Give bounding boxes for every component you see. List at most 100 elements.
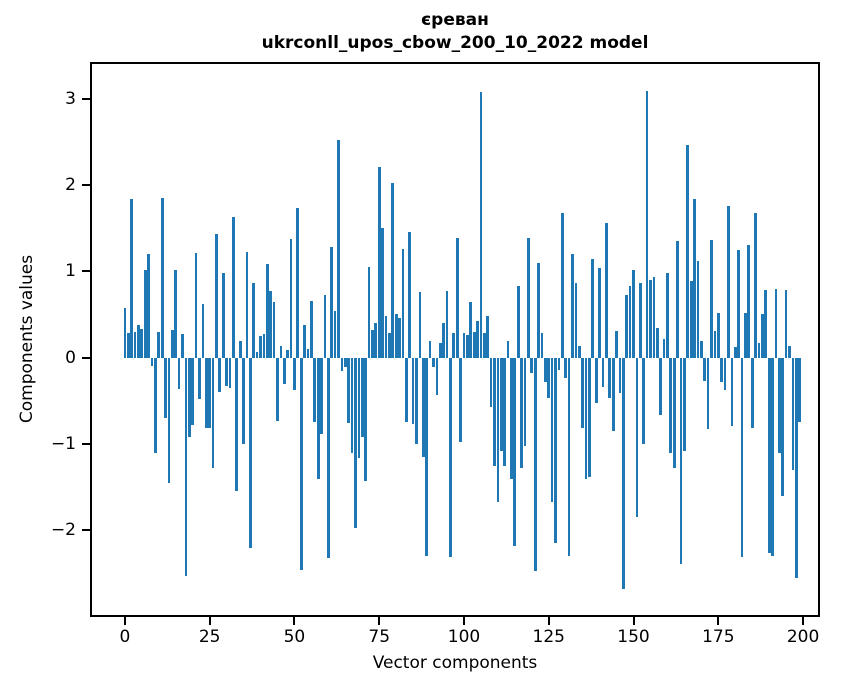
bar	[428, 341, 432, 358]
bar	[171, 330, 174, 358]
bar	[394, 314, 398, 358]
bar	[320, 357, 323, 435]
bar	[459, 357, 462, 443]
bar	[581, 357, 584, 428]
bar	[723, 357, 727, 390]
bar	[655, 328, 659, 358]
bar	[449, 357, 452, 558]
bar	[628, 285, 632, 358]
bar	[276, 357, 279, 421]
bar	[350, 357, 354, 453]
bar	[499, 357, 503, 451]
bar	[279, 346, 283, 358]
bar	[557, 357, 561, 370]
bar	[662, 338, 666, 358]
y-tick-label: 2	[65, 174, 76, 195]
bar	[747, 244, 751, 358]
bar	[584, 357, 588, 479]
bar	[442, 323, 445, 358]
bar	[354, 357, 357, 528]
bar	[343, 357, 347, 368]
bar	[601, 357, 605, 387]
bar	[564, 357, 568, 379]
bar	[520, 357, 523, 469]
x-tick-mark	[717, 617, 720, 625]
bar	[255, 352, 259, 358]
chart-title-word: єреван	[421, 10, 489, 30]
bar	[411, 357, 415, 425]
bar	[510, 357, 513, 479]
bar	[218, 357, 222, 393]
bar	[710, 240, 713, 358]
bar	[506, 341, 510, 358]
x-tick-mark	[378, 617, 381, 625]
bar	[211, 357, 215, 469]
bar	[472, 331, 476, 358]
bar	[533, 357, 537, 571]
bar	[571, 254, 574, 358]
bar	[771, 357, 774, 557]
bar	[177, 357, 181, 389]
bar	[123, 308, 127, 358]
bar	[594, 357, 598, 404]
bar	[388, 333, 391, 358]
bar	[622, 357, 625, 590]
bar	[567, 357, 571, 557]
x-tick-mark	[632, 617, 635, 625]
chart-title-model: ukrconll_upos_cbow_200_10_2022 model	[261, 33, 649, 53]
bar	[750, 357, 754, 428]
bar	[126, 333, 130, 358]
bar	[774, 289, 778, 358]
bar	[689, 280, 693, 358]
bar	[476, 321, 479, 358]
bar	[164, 357, 167, 419]
bar	[537, 262, 540, 358]
bar	[150, 357, 154, 367]
bar	[225, 357, 228, 387]
bar	[204, 357, 208, 429]
bar	[740, 357, 744, 558]
bar	[337, 140, 340, 358]
bar	[503, 357, 507, 466]
bar	[435, 357, 439, 395]
bar	[133, 331, 137, 358]
bar	[282, 357, 286, 385]
bar	[262, 334, 266, 358]
bar	[313, 357, 317, 423]
bar	[737, 249, 740, 358]
bar	[293, 357, 296, 390]
bar	[269, 291, 273, 358]
bar	[777, 357, 781, 453]
bar	[638, 283, 642, 358]
y-tick-mark	[82, 270, 90, 273]
y-tick-mark	[82, 97, 90, 100]
bar	[289, 239, 293, 358]
bar	[693, 198, 696, 358]
bar	[147, 254, 150, 358]
bar	[666, 273, 669, 358]
y-axis-label: Components values	[17, 254, 37, 424]
bar	[235, 357, 239, 492]
bar	[228, 357, 232, 388]
bar	[716, 312, 720, 358]
bar	[625, 294, 629, 358]
bar	[398, 317, 401, 358]
bar	[784, 290, 788, 358]
bar	[201, 304, 205, 358]
bar	[208, 357, 211, 429]
bar	[360, 357, 364, 438]
bar	[330, 247, 334, 358]
bar	[452, 333, 456, 358]
bar	[265, 264, 269, 358]
y-tick-label: 0	[65, 347, 76, 368]
bar	[554, 357, 557, 544]
bar	[544, 357, 547, 382]
bar	[696, 260, 700, 358]
bar	[143, 269, 147, 358]
bar	[496, 357, 500, 502]
bar	[730, 357, 734, 426]
bar	[733, 347, 737, 358]
bar	[154, 357, 157, 453]
bar	[259, 336, 262, 358]
bar	[418, 292, 422, 358]
